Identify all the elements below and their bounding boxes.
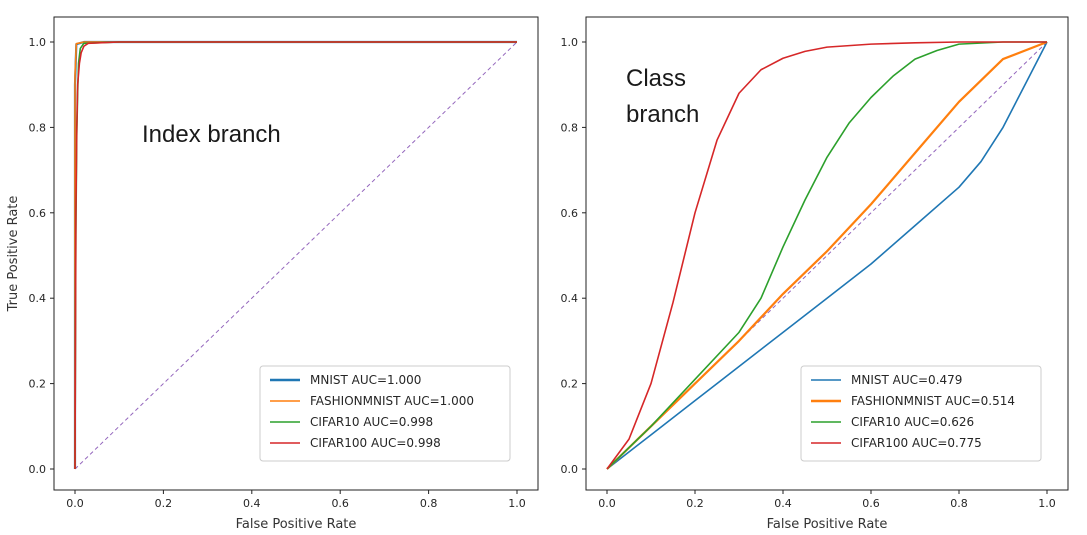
x-tick-label: 1.0 [1038, 497, 1056, 510]
y-tick-label: 1.0 [561, 36, 579, 49]
y-tick-label: 0.0 [29, 463, 47, 476]
x-axis-label: False Positive Rate [767, 517, 888, 532]
chart-panel-2: 0.0 0.2 0.4 0.6 0.8 1.0 0.0 0.2 0.4 0.6 0.8 1.0 Fals… [561, 16, 1069, 532]
plot-frame [53, 16, 539, 491]
legend: MNIST AUC=1.000 FASHIONMNIST AUC=1.000 CIF… [259, 365, 511, 462]
y-tick-label: 0.8 [561, 121, 579, 134]
chart-panel-1: 0.0 0.2 0.4 0.6 0.8 1.0 0.0 0.2 0.4 0.6 0.8 1.0 Fals… [6, 16, 539, 532]
roc-line-series-3 [606, 41, 1047, 470]
y-tick-label: 0.8 [29, 121, 47, 134]
panel-annotation: Index branch [142, 121, 281, 148]
legend-label: MNIST AUC=0.479 [851, 373, 962, 387]
legend-label: FASHIONMNIST AUC=1.000 [310, 394, 474, 408]
x-tick-label: 0.2 [686, 497, 704, 510]
y-tick-label: 0.2 [561, 378, 579, 391]
x-tick-label: 0.8 [950, 497, 968, 510]
x-tick-label: 0.0 [598, 497, 616, 510]
legend-box [259, 365, 511, 462]
legend-label: CIFAR10 AUC=0.998 [310, 415, 433, 429]
chance-diagonal [74, 41, 518, 470]
y-tick-label: 0.4 [561, 292, 579, 305]
roc-line-series-4 [606, 41, 1047, 470]
x-tick-label: 0.8 [420, 497, 438, 510]
y-axis-label: True Positive Rate [6, 196, 21, 313]
plot-frame [585, 16, 1069, 491]
legend-label: MNIST AUC=1.000 [310, 373, 421, 387]
legend-label: CIFAR10 AUC=0.626 [851, 415, 974, 429]
legend-box [800, 365, 1042, 462]
x-tick-label: 0.4 [774, 497, 792, 510]
y-tick-label: 0.6 [29, 207, 47, 220]
roc-line-series-4 [74, 41, 517, 470]
panel-annotation: Class [626, 65, 686, 92]
legend-label: CIFAR100 AUC=0.998 [310, 436, 441, 450]
y-tick-label: 0.0 [561, 463, 579, 476]
legend: MNIST AUC=0.479 FASHIONMNIST AUC=0.514 CIF… [800, 365, 1042, 462]
y-tick-label: 0.6 [561, 207, 579, 220]
x-tick-label: 0.4 [243, 497, 261, 510]
roc-line-series-1 [606, 41, 1048, 470]
x-tick-label: 0.6 [862, 497, 880, 510]
x-tick-label: 0.6 [331, 497, 349, 510]
y-tick-label: 0.4 [29, 292, 47, 305]
x-tick-label: 0.2 [155, 497, 173, 510]
x-tick-label: 0.0 [66, 497, 84, 510]
y-tick-label: 0.2 [29, 378, 47, 391]
panel-annotation: branch [626, 101, 699, 128]
roc-line-series-2 [606, 40, 1048, 470]
x-axis-label: False Positive Rate [236, 517, 357, 532]
legend-label: FASHIONMNIST AUC=0.514 [851, 394, 1015, 408]
x-tick-label: 1.0 [508, 497, 526, 510]
y-tick-label: 1.0 [29, 36, 47, 49]
legend-label: CIFAR100 AUC=0.775 [851, 436, 982, 450]
